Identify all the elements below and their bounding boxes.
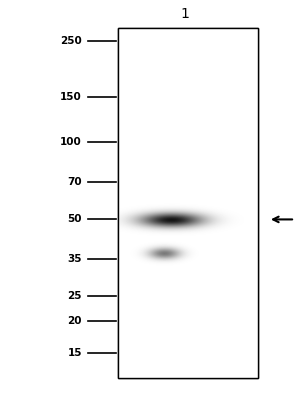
Bar [118, 28, 258, 378]
Text: 100: 100 [60, 138, 82, 148]
Text: 25: 25 [68, 292, 82, 302]
Text: 20: 20 [68, 316, 82, 326]
Bar [118, 28, 258, 378]
Text: 1: 1 [181, 7, 190, 21]
Text: 15: 15 [68, 348, 82, 358]
Text: 50: 50 [68, 214, 82, 224]
Text: 150: 150 [60, 92, 82, 102]
Text: 250: 250 [60, 36, 82, 46]
Text: 70: 70 [67, 177, 82, 187]
Text: 35: 35 [68, 254, 82, 264]
